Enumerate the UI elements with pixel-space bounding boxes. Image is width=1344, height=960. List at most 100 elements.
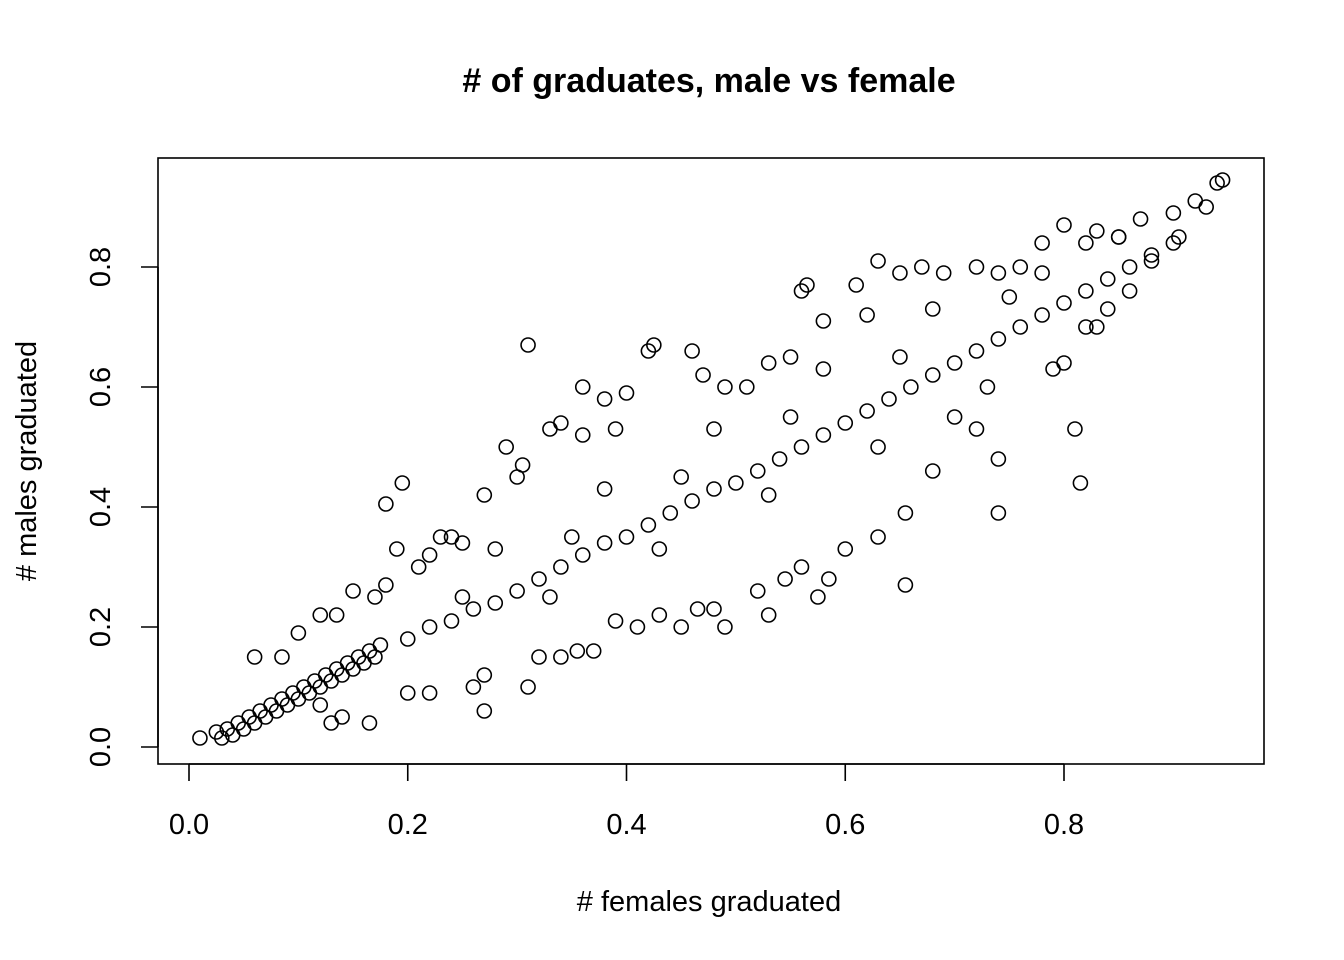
data-point <box>574 427 591 443</box>
data-point <box>990 265 1007 281</box>
data-point <box>990 331 1007 347</box>
data-point <box>689 601 706 617</box>
data-point <box>574 547 591 563</box>
data-point <box>509 583 525 599</box>
data-point <box>399 631 416 647</box>
data-point <box>454 535 471 551</box>
data-point <box>1078 235 1094 251</box>
plot-frame <box>157 157 1265 765</box>
data-point <box>476 487 493 503</box>
data-point <box>323 715 339 731</box>
data-point <box>378 577 394 593</box>
data-point <box>1110 229 1127 245</box>
data-point <box>1078 319 1094 335</box>
data-point <box>1099 271 1116 287</box>
data-point <box>421 547 438 563</box>
data-point <box>618 529 635 545</box>
data-point <box>618 385 635 401</box>
data-point <box>924 301 941 317</box>
data-point <box>968 421 985 437</box>
data-point <box>706 421 722 437</box>
data-point <box>914 259 930 275</box>
data-point <box>793 559 810 575</box>
data-point <box>1078 283 1094 299</box>
data-point <box>1034 307 1050 323</box>
data-point <box>673 619 689 635</box>
data-point <box>367 589 383 605</box>
x-axis: 0.0 0.2 0.4 0.6 0.8 <box>169 763 1084 841</box>
data-point <box>361 643 378 659</box>
data-point <box>421 619 438 635</box>
data-point <box>350 649 367 665</box>
y-tick-label: 0.0 <box>85 727 117 767</box>
data-point <box>312 697 329 713</box>
data-point <box>1121 283 1138 299</box>
data-point <box>749 583 766 599</box>
data-point <box>290 625 307 641</box>
data-point <box>935 265 952 281</box>
data-point <box>815 361 832 377</box>
data-point <box>1067 421 1083 437</box>
data-point <box>717 619 733 635</box>
data-point <box>903 379 919 395</box>
data-point <box>1089 223 1105 239</box>
data-point <box>968 259 985 275</box>
data-point <box>487 541 504 557</box>
data-point <box>848 277 864 293</box>
data-point <box>465 679 482 695</box>
data-point <box>1034 265 1050 281</box>
data-point <box>837 541 854 557</box>
data-point <box>1045 361 1061 377</box>
data-point <box>821 571 837 587</box>
x-tick-label: 0.0 <box>169 809 209 841</box>
data-point <box>1089 319 1105 335</box>
data-point <box>394 475 411 491</box>
data-point <box>263 697 279 713</box>
data-point <box>596 481 613 497</box>
data-point <box>328 607 345 623</box>
data-point <box>399 685 416 701</box>
data-point <box>717 379 733 395</box>
data-point <box>241 709 257 725</box>
data-point <box>990 505 1007 521</box>
x-tick-label: 0.8 <box>1044 809 1084 841</box>
data-point <box>1143 247 1160 263</box>
data-point <box>629 619 646 635</box>
data-point <box>585 643 602 659</box>
data-point <box>498 439 514 455</box>
data-point <box>810 589 826 605</box>
data-point <box>640 343 657 359</box>
data-point <box>1056 355 1072 371</box>
data-point <box>432 529 449 545</box>
data-point <box>739 379 755 395</box>
data-point <box>892 349 908 365</box>
data-point <box>531 649 547 665</box>
data-point <box>246 649 263 665</box>
data-point <box>306 673 323 689</box>
data-point <box>837 415 854 431</box>
x-tick-label: 0.4 <box>606 809 646 841</box>
data-point <box>514 457 531 473</box>
data-point <box>924 367 941 383</box>
data-point <box>252 703 268 719</box>
chart-title: # of graduates, male vs female <box>462 62 955 100</box>
data-point <box>897 577 914 593</box>
data-point <box>815 313 832 329</box>
data-point <box>1034 235 1050 251</box>
data-point <box>285 685 301 701</box>
data-point <box>607 421 624 437</box>
data-point <box>990 451 1007 467</box>
y-axis-label: # males graduated <box>11 341 43 581</box>
data-point <box>421 685 438 701</box>
data-points <box>192 172 1231 746</box>
data-point <box>274 691 290 707</box>
data-point <box>487 595 504 611</box>
data-point <box>312 607 329 623</box>
data-point <box>596 391 613 407</box>
data-point <box>274 649 290 665</box>
data-point <box>1001 289 1018 305</box>
data-point <box>892 265 908 281</box>
data-point <box>760 487 777 503</box>
data-point <box>870 529 886 545</box>
